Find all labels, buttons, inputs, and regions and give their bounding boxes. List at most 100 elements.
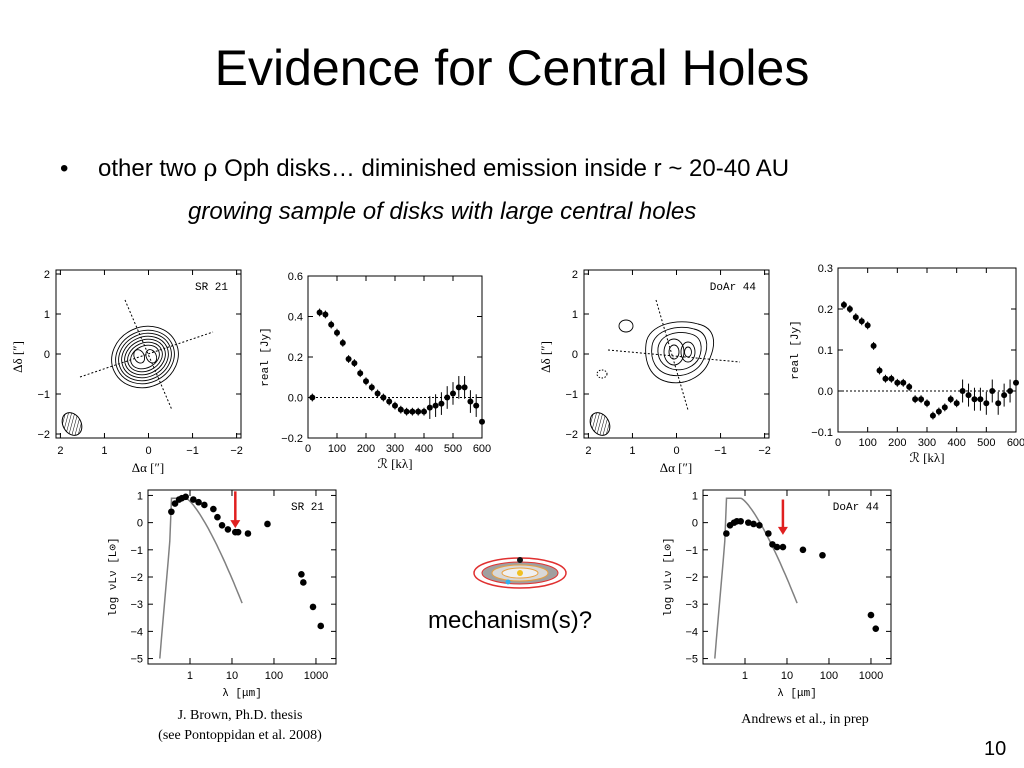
doar44-vis-ytick: 0.0 <box>818 386 833 398</box>
sr21-visibility-plot: 0 100 200 300 400 500 600 0.6 0.4 0.2 0.0 −0.2 ℛ [kλ… <box>260 271 491 471</box>
doar44-vis-point <box>989 388 996 394</box>
doar44-map-ylabel: Δδ [″] <box>538 341 553 373</box>
sr21-map-ytick: 0 <box>44 349 50 361</box>
sr21-contour-map: 2 2 1 1 0 0 −1 −1 −2 −2 SR 21 Δα [″] Δδ [″] <box>10 269 243 475</box>
doar44-vis-point <box>977 396 984 403</box>
sr21-sed-xtick: 10 <box>226 670 238 682</box>
sr21-sed-xtick: 100 <box>265 670 283 682</box>
doar44-sed-ytick: −3 <box>685 599 698 611</box>
doar44-vis-point <box>935 408 942 415</box>
sr21-vis-xlabel: ℛ [kλ] <box>377 456 412 471</box>
sr21-sed-xlabel: λ [μm] <box>222 688 262 700</box>
sr21-map-ytick: 2 <box>44 269 50 281</box>
sr21-map-ytick: −2 <box>37 429 50 441</box>
doar44-map-xlabel: Δα [″] <box>660 460 693 475</box>
sr21-vis-point <box>461 384 468 391</box>
sr21-map-xtick: 2 <box>57 445 63 457</box>
sr21-sed-point <box>182 493 189 501</box>
sr21-map-xlabel: Δα [″] <box>132 460 165 475</box>
doar44-vis-point <box>1001 392 1008 399</box>
doar44-vis-point <box>864 322 871 329</box>
sr21-sed-point <box>201 501 208 509</box>
doar44-sed-xtick: 1000 <box>859 670 883 682</box>
sr21-vis-point <box>450 390 456 397</box>
doar44-sed-point <box>799 546 807 554</box>
doar44-vis-point <box>912 396 919 403</box>
sr21-sed-point <box>190 496 197 503</box>
sr21-vis-point <box>397 406 404 413</box>
doar44-contour-map: 2 2 1 1 0 0 −1 −1 −2 −2 DoAr 44 Δα [″] Δδ [″] <box>538 269 771 475</box>
doar44-vis-xtick: 500 <box>977 437 995 449</box>
doar44-vis-xtick: 600 <box>1007 437 1024 449</box>
doar44-sed-point <box>750 520 757 528</box>
sr21-sed-ytick: 0 <box>137 518 143 530</box>
sr21-sed-xtick: 1 <box>187 670 193 682</box>
doar44-vis-xtick: 200 <box>888 437 906 449</box>
doar44-sed-point <box>745 519 752 526</box>
doar44-vis-ytick: 0.3 <box>818 263 833 275</box>
doar44-sed-label: DoAr 44 <box>833 502 880 514</box>
sr21-vis-xtick: 100 <box>328 443 346 455</box>
sr21-sed-point <box>224 526 232 533</box>
slide-title: Evidence for Central Holes <box>214 40 810 96</box>
sr21-vis-point <box>322 311 329 318</box>
page-number: 10 <box>984 738 1007 760</box>
sr21-sed-arrowhead <box>230 520 241 529</box>
sr21-vis-point <box>368 384 375 391</box>
doar44-vis-point <box>995 400 1002 407</box>
sr21-sed-point <box>264 520 271 528</box>
doar44-vis-ytick: −0.1 <box>811 427 833 439</box>
sr21-vis-xtick: 600 <box>473 443 491 455</box>
doar44-sed-xlabel: λ [μm] <box>777 688 817 700</box>
doar44-vis-point <box>858 318 865 325</box>
sr21-vis-point <box>339 339 346 346</box>
sr21-vis-point <box>415 408 422 415</box>
doar44-vis-point <box>983 400 990 407</box>
sr21-vis-point <box>444 394 451 401</box>
sr21-vis-point <box>438 400 445 407</box>
doar44-vis-xlabel: ℛ [kλ] <box>909 450 944 465</box>
doar44-vis-xtick: 300 <box>918 437 936 449</box>
sr21-vis-point <box>392 402 398 409</box>
doar44-sed-point <box>819 551 826 559</box>
doar44-vis-point <box>900 379 907 386</box>
doar44-vis-point <box>953 400 960 407</box>
sr21-sed-point <box>210 505 217 513</box>
citation-left-line1: J. Brown, Ph.D. thesis <box>177 708 303 723</box>
rho-symbol: ρ <box>203 154 218 182</box>
doar44-map-xtick: 1 <box>629 445 635 457</box>
doar44-vis-point <box>947 396 954 403</box>
doar44-map-ytick: 2 <box>572 269 578 281</box>
sr21-vis-point <box>473 402 480 409</box>
sr21-vis-point <box>309 394 316 401</box>
doar44-map-xtick: −1 <box>714 445 727 457</box>
doar44-sed-point <box>867 611 875 619</box>
bullet-marker: • <box>60 155 69 182</box>
doar44-vis-point <box>852 314 859 321</box>
sr21-vis-xtick: 500 <box>444 443 462 455</box>
sr21-map-xtick: 0 <box>145 445 151 457</box>
doar44-vis-ytick: 0.1 <box>818 345 833 357</box>
sr21-vis-ytick: −0.2 <box>281 433 303 445</box>
doar44-sed-point <box>723 530 730 537</box>
doar44-vis-point <box>918 396 925 403</box>
doar44-sed-point <box>779 543 787 551</box>
doar44-sed-ytick: 1 <box>692 490 698 502</box>
doar44-vis-ylabel: real [Jy] <box>790 320 802 379</box>
sr21-vis-point <box>479 418 485 425</box>
sr21-vis-point <box>432 402 439 409</box>
sr21-sed-ytick: −5 <box>130 654 143 666</box>
sr21-sed-ytick: 1 <box>137 490 143 502</box>
subtitle: growing sample of disks with large centr… <box>188 198 697 225</box>
sr21-vis-point <box>421 408 427 415</box>
doar44-sed-point <box>765 530 772 537</box>
sr21-sed-ylabel: log νLν [L⊙] <box>108 537 120 616</box>
sr21-vis-xtick: 400 <box>415 443 433 455</box>
doar44-vis-point <box>965 392 972 399</box>
sr21-vis-point <box>351 360 358 367</box>
sr21-sed-point <box>234 528 242 536</box>
sr21-vis-point <box>363 378 369 385</box>
sr21-vis-xtick: 0 <box>305 443 311 455</box>
doar44-sed-xtick: 100 <box>820 670 838 682</box>
doar44-vis-xtick: 0 <box>835 437 841 449</box>
